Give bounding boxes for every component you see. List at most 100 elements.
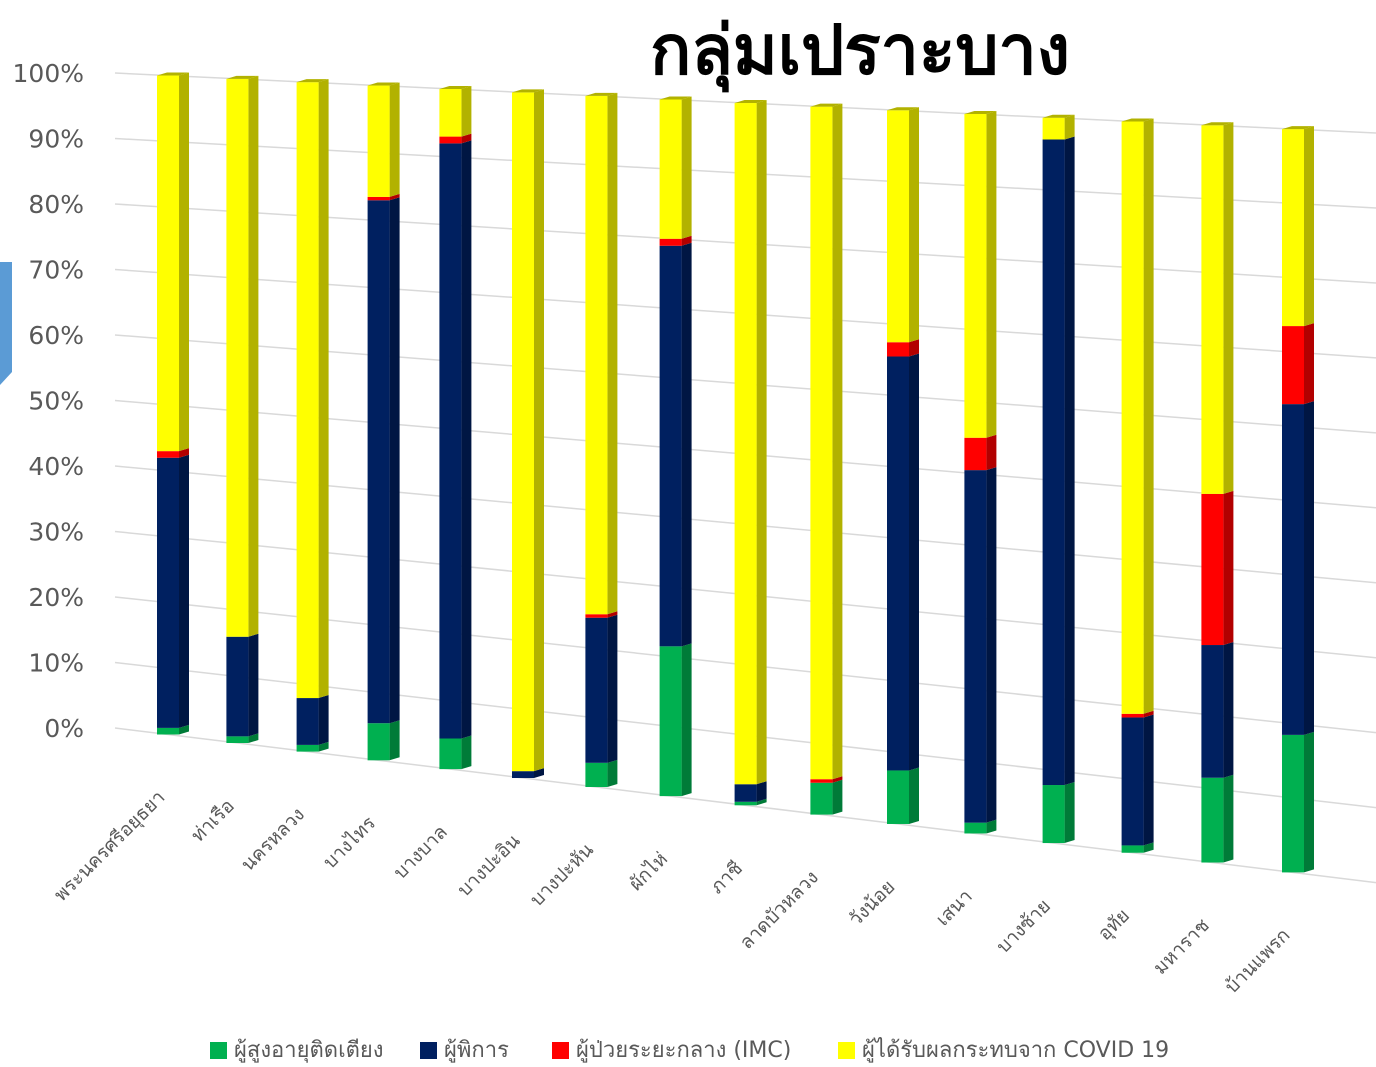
bar-side bbox=[756, 798, 767, 806]
bar-side bbox=[986, 819, 997, 834]
y-tick-label: 30% bbox=[28, 518, 84, 547]
bar-segment bbox=[659, 646, 682, 797]
bar-side bbox=[832, 103, 843, 780]
bar-side bbox=[681, 235, 692, 246]
bar-segment bbox=[585, 762, 608, 788]
bar-segment bbox=[810, 106, 833, 780]
legend-label: ผู้ได้รับผลกระทบจาก COVID 19 bbox=[862, 1037, 1169, 1063]
bar-side bbox=[909, 767, 919, 824]
bar-segment bbox=[157, 457, 179, 728]
bar-side bbox=[1223, 642, 1234, 778]
x-tick-label: มหาราช bbox=[1149, 914, 1214, 979]
bar-top bbox=[585, 92, 618, 96]
bar-segment bbox=[887, 356, 909, 771]
bar-top bbox=[659, 96, 692, 100]
bar-segment bbox=[1121, 717, 1144, 846]
bar-side bbox=[179, 724, 189, 735]
bar-segment bbox=[1121, 713, 1144, 718]
bar-top bbox=[296, 79, 329, 83]
bar-segment bbox=[1042, 139, 1065, 786]
bar-segment bbox=[226, 736, 249, 744]
bar-top bbox=[226, 75, 259, 79]
bar-segment bbox=[887, 110, 909, 343]
bar-side bbox=[832, 776, 843, 783]
bar-side bbox=[389, 720, 400, 761]
bar-side bbox=[1143, 118, 1154, 714]
bar-side bbox=[1064, 114, 1075, 140]
y-tick-label: 50% bbox=[28, 387, 84, 416]
x-tick-label: บ้านแพรก bbox=[1221, 924, 1295, 998]
bar-segment bbox=[585, 617, 608, 763]
y-tick-label: 70% bbox=[28, 256, 84, 285]
y-tick-label: 60% bbox=[28, 321, 84, 350]
bar-segment bbox=[887, 770, 909, 824]
bar-top bbox=[887, 107, 919, 111]
bar-side bbox=[832, 779, 843, 815]
bar-segment bbox=[157, 451, 179, 458]
bar-side bbox=[1304, 731, 1314, 873]
bar-side bbox=[179, 72, 189, 452]
y-tick-label: 90% bbox=[28, 125, 84, 154]
bar-side bbox=[1143, 710, 1154, 718]
bar-segment bbox=[1282, 326, 1304, 405]
bar-segment bbox=[734, 801, 757, 806]
x-tick-label: เสนา bbox=[932, 885, 977, 930]
bar-side bbox=[909, 107, 919, 343]
x-tick-label: บางปะอิน bbox=[453, 830, 524, 901]
bar-side bbox=[681, 643, 692, 797]
bar-side bbox=[389, 197, 400, 724]
bar-side bbox=[1223, 122, 1234, 494]
bar-side bbox=[248, 75, 259, 637]
bar-segment bbox=[439, 738, 462, 770]
bar-side bbox=[681, 96, 692, 239]
bar-segment bbox=[439, 136, 462, 144]
bar-segment bbox=[367, 196, 390, 201]
bar-segment bbox=[1282, 734, 1304, 873]
bar-top bbox=[964, 110, 997, 114]
x-tick-label: บางไทร bbox=[319, 812, 380, 873]
legend-swatch bbox=[420, 1042, 437, 1059]
x-tick-label: ท่าเรือ bbox=[187, 795, 239, 847]
bar-side bbox=[607, 92, 618, 615]
bar-side bbox=[756, 100, 767, 785]
legend-swatch bbox=[838, 1042, 855, 1059]
y-tick-label: 80% bbox=[28, 190, 84, 219]
legend-swatch bbox=[552, 1042, 569, 1059]
bar-segment bbox=[1201, 125, 1224, 494]
bar-segment bbox=[512, 771, 534, 779]
bar-segment bbox=[810, 782, 833, 815]
x-tick-label: ผักไห่ bbox=[625, 848, 672, 895]
x-tick-label: ภาชี bbox=[706, 857, 747, 898]
legend-swatch bbox=[210, 1042, 227, 1059]
x-tick-label: นครหลวง bbox=[237, 803, 309, 875]
bar-segment bbox=[1042, 785, 1065, 844]
bar-side bbox=[1143, 714, 1154, 846]
x-tick-label: อุทัย bbox=[1094, 905, 1135, 946]
bar-segment bbox=[659, 245, 682, 647]
bar-side bbox=[461, 85, 472, 137]
bar-segment bbox=[734, 103, 757, 785]
bar-segment bbox=[439, 88, 462, 137]
x-tick-label: ลาดบัวหลวง bbox=[735, 866, 822, 953]
bar-segment bbox=[964, 822, 987, 834]
y-tick-label: 0% bbox=[44, 714, 84, 743]
bar-segment bbox=[1121, 121, 1144, 714]
y-tick-label: 20% bbox=[28, 583, 84, 612]
bar-top bbox=[1121, 118, 1154, 122]
bar-side bbox=[461, 140, 472, 739]
bar-segment bbox=[367, 200, 390, 724]
bar-side bbox=[1304, 401, 1314, 735]
bar-side bbox=[1304, 126, 1314, 327]
bar-segment bbox=[296, 698, 319, 745]
chart-title: กลุ่มเปราะบาง bbox=[650, 12, 1070, 93]
bar-segment bbox=[964, 470, 987, 823]
y-tick-label: 100% bbox=[13, 59, 84, 88]
bar-side bbox=[318, 741, 329, 752]
bar-side bbox=[534, 768, 544, 779]
bar-top bbox=[734, 100, 767, 104]
bar-side bbox=[248, 633, 259, 737]
x-tick-label: วังน้อย bbox=[845, 876, 900, 931]
bar-segment bbox=[1201, 493, 1224, 646]
bar-top bbox=[1201, 122, 1234, 126]
bar-side bbox=[909, 353, 919, 771]
